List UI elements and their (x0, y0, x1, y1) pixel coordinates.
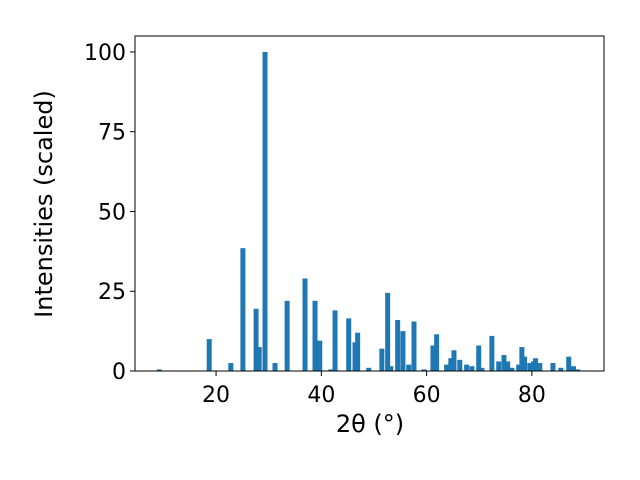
bar (421, 369, 427, 371)
bar (469, 366, 475, 371)
bar (312, 300, 318, 371)
y-tick-label: 25 (98, 280, 126, 305)
bar (448, 358, 454, 371)
bar (328, 369, 334, 371)
bar (451, 350, 457, 371)
bar (256, 347, 262, 371)
x-tick-label: 80 (518, 383, 546, 408)
bar (346, 318, 352, 371)
bar (527, 363, 533, 371)
bar (476, 345, 482, 371)
y-tick-label: 100 (84, 41, 126, 66)
bar (509, 367, 515, 371)
bar (537, 363, 543, 371)
y-axis-label: Intensities (scaled) (30, 90, 58, 318)
bar (253, 308, 259, 371)
bar (501, 355, 507, 371)
y-tick-label: 0 (112, 360, 126, 385)
bar (575, 369, 581, 371)
bar (505, 361, 511, 371)
bar (444, 364, 450, 371)
x-tick-label: 20 (202, 383, 230, 408)
bar (395, 319, 401, 371)
bar (352, 342, 358, 371)
y-tick-label: 75 (98, 121, 126, 146)
bar (479, 367, 485, 371)
x-tick-label: 40 (307, 383, 335, 408)
bar (489, 335, 495, 371)
bar (464, 364, 470, 371)
bar (550, 363, 556, 371)
bar (262, 51, 268, 371)
bar (206, 339, 212, 371)
bar (566, 356, 572, 371)
bar (385, 292, 391, 371)
bar (302, 278, 308, 371)
bar (522, 356, 528, 371)
bar (240, 248, 246, 371)
bar (496, 361, 502, 371)
bar (457, 359, 463, 371)
bar (533, 358, 539, 371)
bar (355, 332, 361, 371)
bar (406, 364, 412, 371)
plot-frame (134, 35, 605, 372)
bar (228, 363, 234, 371)
bar (272, 363, 278, 371)
x-tick-label: 60 (413, 383, 441, 408)
y-tick-label: 50 (98, 200, 126, 225)
bar (388, 366, 394, 371)
bar (516, 364, 522, 371)
bar (519, 347, 525, 371)
bar (434, 334, 440, 371)
bar (558, 367, 564, 371)
bar (332, 310, 338, 371)
bar (366, 367, 372, 371)
bar (411, 321, 417, 371)
bar (156, 369, 162, 371)
bar (317, 340, 323, 371)
bar (284, 300, 290, 371)
bar (570, 366, 576, 371)
x-axis-label: 2θ (°) (336, 410, 404, 438)
bar (430, 345, 436, 371)
bar (400, 331, 406, 371)
bar (379, 348, 385, 371)
